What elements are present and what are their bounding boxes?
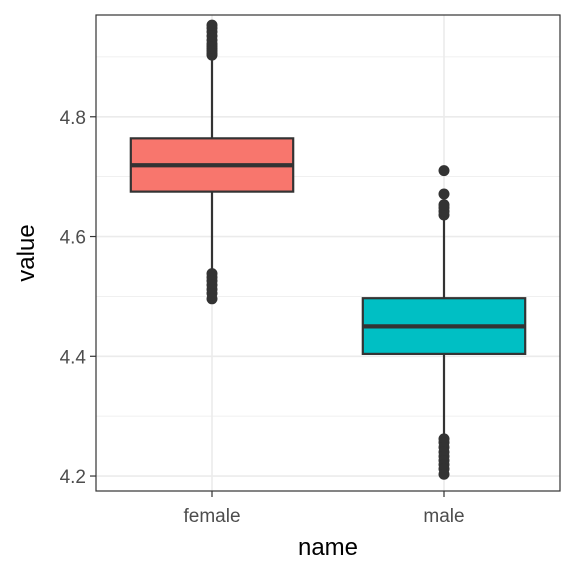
y-tick-label: 4.4	[60, 347, 87, 368]
y-tick-label: 4.6	[60, 228, 86, 249]
panel-background	[96, 15, 560, 491]
box-male	[361, 165, 527, 480]
outlier-point	[438, 188, 450, 200]
panel-border	[95, 14, 561, 492]
x-axis-title: name	[298, 534, 358, 561]
outlier-point	[438, 468, 450, 480]
x-tick-label: female	[183, 506, 240, 527]
y-tick-label: 4.2	[60, 467, 86, 488]
boxes	[129, 19, 527, 480]
x-tick-label: male	[423, 506, 464, 527]
y-tick-label: 4.8	[60, 108, 86, 129]
box-female	[129, 19, 295, 305]
outlier-point	[206, 293, 218, 305]
outlier-point	[438, 199, 450, 211]
y-axis-title: value	[13, 224, 40, 281]
outlier-point	[206, 19, 218, 31]
y-axis: 4.2 4.4 4.6 4.8	[60, 108, 96, 488]
x-axis: female male	[183, 491, 465, 527]
outlier-point	[438, 165, 450, 177]
